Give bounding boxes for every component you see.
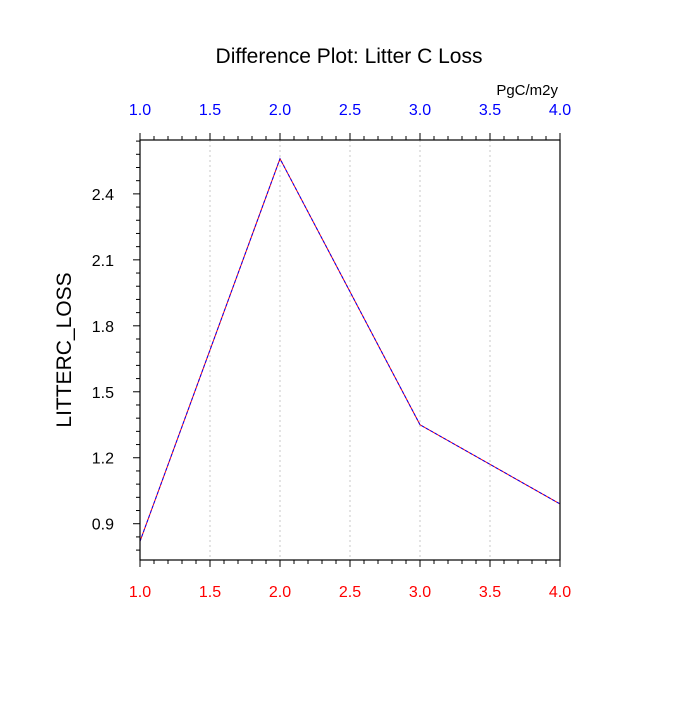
grid-layer [209, 140, 491, 560]
series-layer [139, 157, 561, 542]
x-tick-label-top: 3.0 [409, 102, 431, 119]
x-tick-label-bottom: 1.0 [129, 584, 151, 601]
x-tick-label-top: 2.5 [339, 102, 361, 119]
x-tick-label-top: 4.0 [549, 102, 571, 119]
x-tick-label-top: 3.5 [479, 102, 501, 119]
y-axis-label: LITTERC_LOSS [53, 272, 76, 427]
x-tick-label-bottom: 2.5 [339, 584, 361, 601]
y-tick-label: 1.5 [92, 385, 114, 402]
x-tick-label-bottom: 3.5 [479, 584, 501, 601]
x-tick-label-top: 1.5 [199, 102, 221, 119]
x-tick-label-bottom: 3.0 [409, 584, 431, 601]
units-label: PgC/m2y [496, 82, 558, 99]
tick-layer [133, 133, 561, 567]
y-tick-label: 1.2 [92, 451, 114, 468]
x-tick-label-bottom: 4.0 [549, 584, 571, 601]
chart-title: Difference Plot: Litter C Loss [216, 45, 483, 68]
series-line [139, 157, 561, 542]
y-tick-label: 2.1 [92, 253, 114, 270]
label-layer: 1.0 1.0 1.5 1.5 2.0 2.0 2.5 2.5 3.0 3.0 3.5 3.5 4.0 4… [92, 102, 571, 601]
x-tick-label-bottom: 1.5 [199, 584, 221, 601]
x-tick-label-top: 1.0 [129, 102, 151, 119]
y-tick-label: 1.8 [92, 319, 114, 336]
x-tick-label-top: 2.0 [269, 102, 291, 119]
y-tick-label: 2.4 [92, 187, 114, 204]
y-tick-label: 0.9 [92, 517, 114, 534]
x-tick-label-bottom: 2.0 [269, 584, 291, 601]
